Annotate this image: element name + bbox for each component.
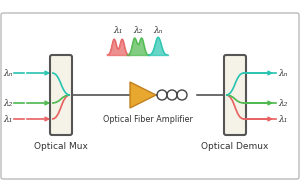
FancyBboxPatch shape [224, 55, 246, 135]
Text: λ₁: λ₁ [4, 114, 13, 123]
Text: λₙ: λₙ [278, 68, 287, 77]
Polygon shape [130, 82, 156, 108]
Text: λₙ: λₙ [4, 68, 13, 77]
FancyBboxPatch shape [50, 55, 72, 135]
Text: Optical Fiber Amplifier: Optical Fiber Amplifier [103, 115, 193, 124]
Text: λ₁: λ₁ [278, 114, 287, 123]
Text: Optical Demux: Optical Demux [201, 142, 269, 151]
Text: Optical Mux: Optical Mux [34, 142, 88, 151]
Text: λₙ: λₙ [153, 26, 163, 35]
Text: λ₁: λ₁ [113, 26, 123, 35]
Text: λ₂: λ₂ [4, 98, 13, 107]
Text: λ₂: λ₂ [133, 26, 143, 35]
FancyBboxPatch shape [1, 13, 299, 179]
Text: λ₂: λ₂ [278, 98, 287, 107]
